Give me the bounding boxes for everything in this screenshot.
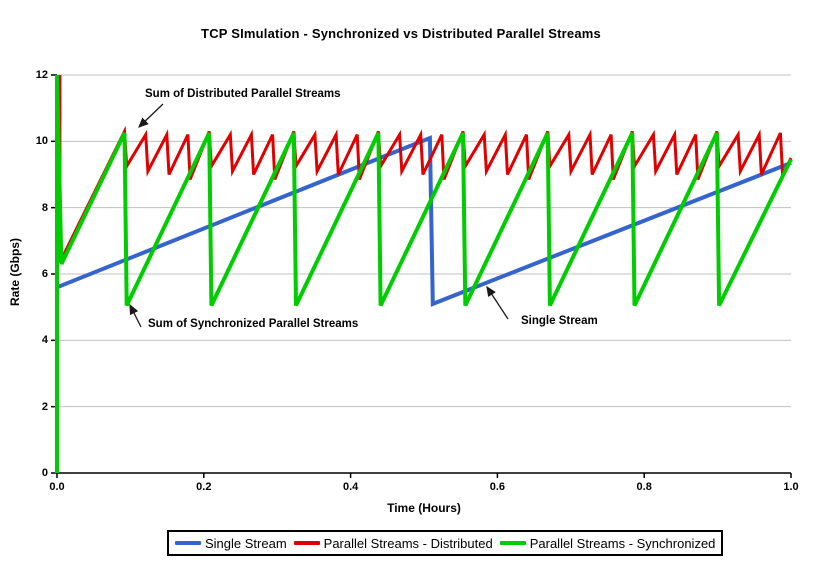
y-tick-label: 4 xyxy=(41,334,48,347)
x-tick-label: 0.8 xyxy=(636,481,652,493)
gridlines xyxy=(57,74,791,408)
legend-label: Single Stream xyxy=(205,535,287,551)
annotation-label: Sum of Distributed Parallel Streams xyxy=(145,88,341,100)
series-parallel-streams-synchronized xyxy=(55,74,793,473)
series-single-stream xyxy=(56,135,792,307)
series-parallel-streams-distributed xyxy=(58,75,793,264)
y-tick-label: 10 xyxy=(35,135,48,148)
annotation-arrows xyxy=(129,103,509,328)
legend-item-parallel-distributed: Parallel Streams - Distributed xyxy=(293,535,493,551)
x-tick-label: 1.0 xyxy=(783,481,799,493)
legend: Single Stream Parallel Streams - Distrib… xyxy=(167,530,724,556)
x-tick-label: 0.6 xyxy=(489,481,506,493)
x-tick-label: 0.0 xyxy=(49,481,65,493)
distributed-line-swatch xyxy=(293,541,320,545)
legend-item-single-stream: Single Stream xyxy=(175,536,287,551)
x-tick-label: 0.4 xyxy=(342,481,359,493)
synchronized-line-swatch xyxy=(499,541,526,545)
data-series xyxy=(55,74,793,473)
single-stream-line-swatch xyxy=(175,541,201,545)
y-tick-label: 2 xyxy=(41,400,48,413)
legend-label: Parallel Streams - Distributed xyxy=(323,535,493,551)
y-tick-label: 6 xyxy=(41,268,48,280)
annotation-arrow xyxy=(129,303,142,328)
annotation-arrow xyxy=(138,103,164,128)
annotation-label: Single Stream xyxy=(521,315,598,327)
y-tick-label: 12 xyxy=(35,69,48,81)
chart-title: TCP SImulation - Synchronized vs Distrib… xyxy=(201,26,601,41)
x-axis-title: Time (Hours) xyxy=(387,501,461,515)
y-tick-label: 8 xyxy=(41,201,48,214)
annotation-arrow xyxy=(486,285,509,320)
legend-item-parallel-synchronized: Parallel Streams - Synchronized xyxy=(499,535,716,551)
legend-label: Parallel Streams - Synchronized xyxy=(529,535,716,551)
x-tick-label: 0.2 xyxy=(196,481,212,493)
y-axis-title: Rate (Gbps) xyxy=(8,237,22,307)
y-tick-label: 0 xyxy=(41,467,48,479)
annotation-label: Sum of Synchronized Parallel Streams xyxy=(148,318,359,330)
